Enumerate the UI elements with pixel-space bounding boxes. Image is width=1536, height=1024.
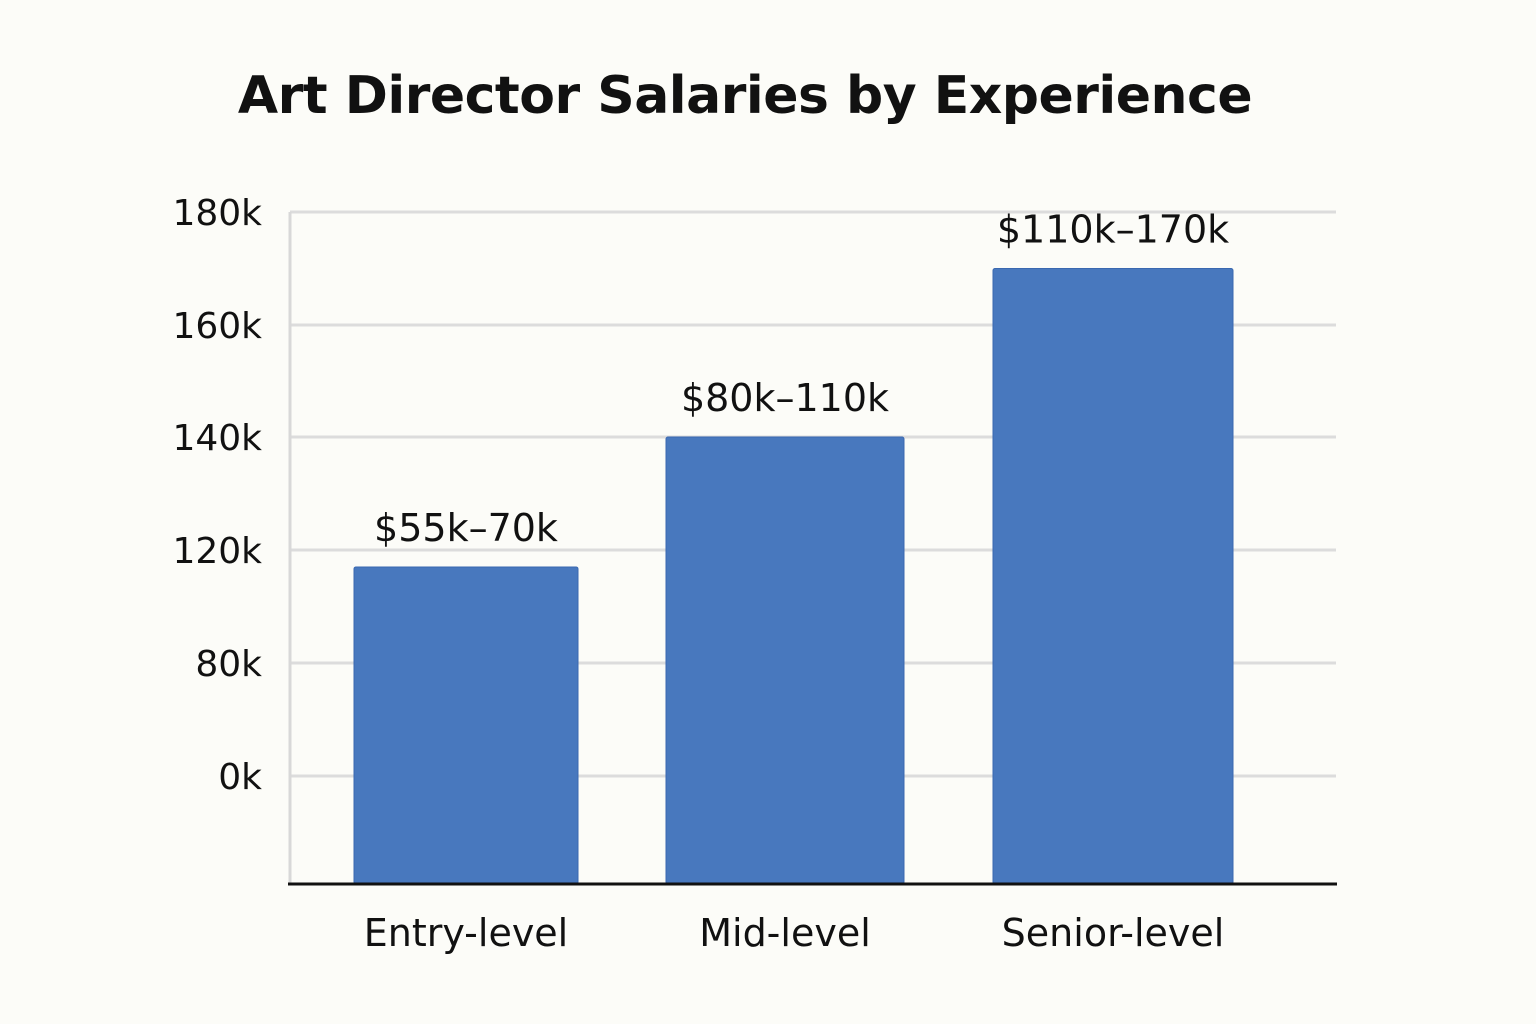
bar-data-label: $55k–70k [374,506,558,550]
bar-data-label: $80k–110k [681,376,889,420]
bar [992,268,1234,885]
y-tick-label: 120k [172,531,262,572]
x-category-label: Entry-level [364,911,569,955]
chart-title: Art Director Salaries by Experience [237,66,1253,126]
x-category-label: Senior-level [1002,911,1225,955]
bar [665,436,905,885]
axes [288,212,1337,886]
labels: $55k–70k Entry-level $80k–110k Mid-level $11… [364,208,1229,956]
y-tick-label: 160k [172,306,262,347]
bar [353,566,579,885]
y-tick-label: 80k [195,644,262,685]
y-tick-label: 140k [172,418,262,459]
x-category-label: Mid-level [699,911,871,955]
y-tick-label: 180k [172,193,262,234]
y-axis-ticks: 0k 80k 120k 140k 160k 180k [172,193,262,798]
y-tick-label: 0k [218,757,262,798]
bars [353,268,1234,885]
bar-data-label: $110k–170k [997,208,1229,252]
